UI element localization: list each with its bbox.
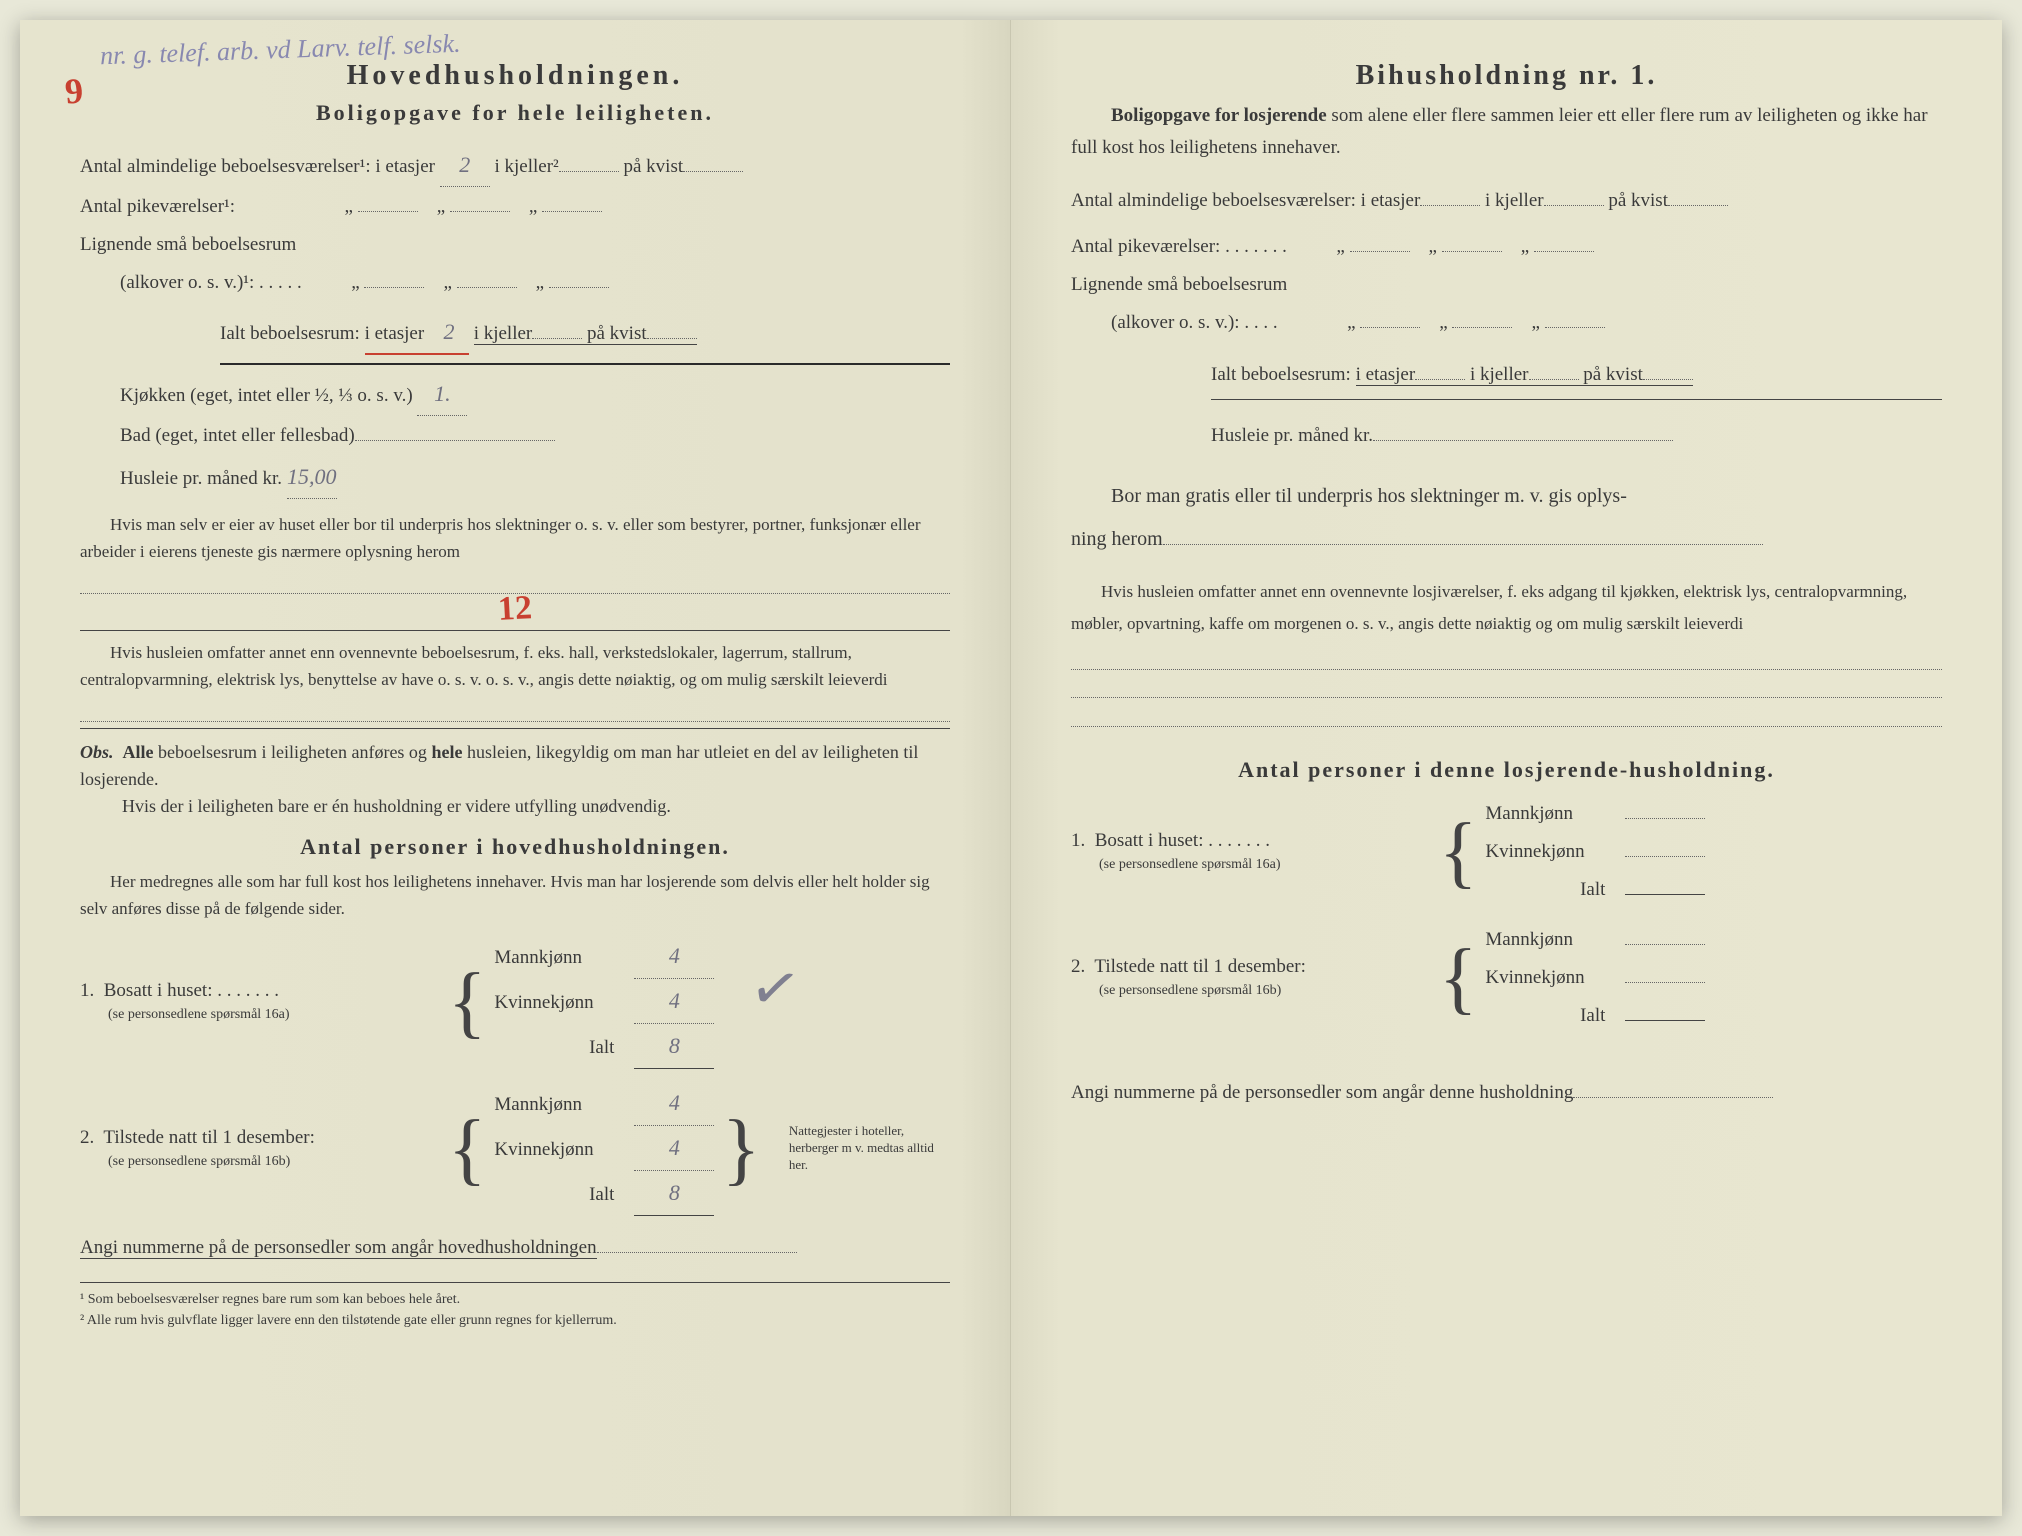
alkover-line-1: Lignende små beboelsesrum bbox=[80, 227, 950, 263]
alkover-line-2: (alkover o. s. v.)¹: . . . . . „ „ „ bbox=[80, 265, 950, 301]
pike-line: Antal pikeværelser¹: „ „ „ bbox=[80, 189, 950, 225]
brace-icon: { bbox=[448, 970, 486, 1034]
etasjer-value: 2 bbox=[445, 144, 485, 186]
persons-intro: Her medregnes alle som har full kost hos… bbox=[80, 868, 950, 922]
document-spread: nr. g. telef. arb. vd Larv. telf. selsk.… bbox=[20, 20, 2002, 1516]
right-page: Bihusholdning nr. 1. Boligopgave for los… bbox=[1011, 20, 2002, 1516]
kitchen-value: 1. bbox=[422, 373, 462, 415]
bath-line: Bad (eget, intet eller fellesbad) bbox=[80, 418, 950, 454]
r-para1: Bor man gratis eller til underpris hos s… bbox=[1071, 474, 1942, 518]
q1-mann-value: 4 bbox=[654, 934, 694, 978]
side-note: Nattegjester i hoteller, herberger m v. … bbox=[789, 1123, 949, 1174]
q1-ialt-value: 8 bbox=[654, 1024, 694, 1068]
r-rent-line: Husleie pr. måned kr. bbox=[1071, 418, 1942, 454]
total-etasjer-value: 2 bbox=[429, 311, 469, 353]
kitchen-line: Kjøkken (eget, intet eller ½, ⅓ o. s. v.… bbox=[80, 373, 950, 416]
rooms-line-1: Antal almindelige beboelsesværelser¹: i … bbox=[80, 144, 950, 187]
obs-block: Obs. Alle beboelsesrum i leiligheten anf… bbox=[80, 739, 950, 820]
r-pike-line: Antal pikeværelser: . . . . . . . „ „ „ bbox=[1071, 229, 1942, 265]
bottom-line: Angi nummerne på de personsedler som ang… bbox=[80, 1230, 950, 1266]
persons-header: Antal personer i hovedhusholdningen. bbox=[80, 834, 950, 860]
r-alkover-line-2: (alkover o. s. v.): . . . . „ „ „ bbox=[1071, 305, 1942, 341]
left-page: nr. g. telef. arb. vd Larv. telf. selsk.… bbox=[20, 20, 1011, 1516]
right-title: Bihusholdning nr. 1. bbox=[1071, 60, 1942, 92]
rent-value: 15,00 bbox=[287, 456, 337, 498]
r-bottom-line: Angi nummerne på de personsedler som ang… bbox=[1071, 1075, 1942, 1111]
r-para2: Hvis husleien omfatter annet enn ovennev… bbox=[1071, 576, 1942, 641]
footnotes: ¹ Som beboelsesværelser regnes bare rum … bbox=[80, 1282, 950, 1331]
q2-kvinne-value: 4 bbox=[654, 1126, 694, 1170]
q2-block: 2. Tilstede natt til 1 desember: (se per… bbox=[80, 1081, 950, 1216]
r-q1-block: 1. Bosatt i huset: . . . . . . . (se per… bbox=[1071, 795, 1942, 909]
r-total-rooms-line: Ialt beboelsesrum: i etasjer i kjeller p… bbox=[1071, 357, 1942, 393]
q1-kvinne-value: 4 bbox=[654, 979, 694, 1023]
r-alkover-line-1: Lignende små beboelsesrum bbox=[1071, 267, 1942, 303]
rent-line: Husleie pr. måned kr. 15,00 bbox=[80, 456, 950, 499]
r-persons-header: Antal personer i denne losjerende-hushol… bbox=[1071, 757, 1942, 783]
r-q2-block: 2. Tilstede natt til 1 desember: (se per… bbox=[1071, 921, 1942, 1035]
red-number-annotation: 9 bbox=[63, 69, 85, 112]
checkmark-icon: ✓ bbox=[744, 950, 806, 1028]
brace-icon: { bbox=[722, 1117, 760, 1181]
total-rooms-line: Ialt beboelsesrum: i etasjer 2 i kjeller… bbox=[80, 311, 950, 355]
owner-para: Hvis man selv er eier av huset eller bor… bbox=[80, 511, 950, 565]
q2-ialt-value: 8 bbox=[654, 1171, 694, 1215]
q2-mann-value: 4 bbox=[654, 1081, 694, 1125]
r-rooms-line-1: Antal almindelige beboelsesværelser: i e… bbox=[1071, 183, 1942, 219]
brace-icon: { bbox=[1439, 946, 1477, 1010]
rent-includes-para: Hvis husleien omfatter annet enn ovennev… bbox=[80, 639, 950, 693]
brace-icon: { bbox=[1439, 820, 1477, 884]
right-intro: Boligopgave for losjerende som alene ell… bbox=[1071, 100, 1942, 165]
q1-block: 1. Bosatt i huset: . . . . . . . (se per… bbox=[80, 934, 950, 1069]
brace-icon: { bbox=[448, 1117, 486, 1181]
sub-title: Boligopgave for hele leiligheten. bbox=[80, 100, 950, 126]
